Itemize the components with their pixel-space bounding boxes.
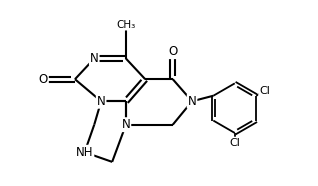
Text: Cl: Cl [229, 138, 240, 148]
Text: O: O [168, 45, 177, 58]
Text: NH: NH [76, 146, 93, 159]
Text: N: N [90, 52, 99, 65]
Text: Cl: Cl [259, 86, 270, 96]
Text: CH₃: CH₃ [116, 20, 135, 30]
Text: N: N [121, 118, 130, 131]
Text: O: O [39, 73, 48, 86]
Text: N: N [97, 95, 106, 108]
Text: N: N [188, 95, 197, 108]
